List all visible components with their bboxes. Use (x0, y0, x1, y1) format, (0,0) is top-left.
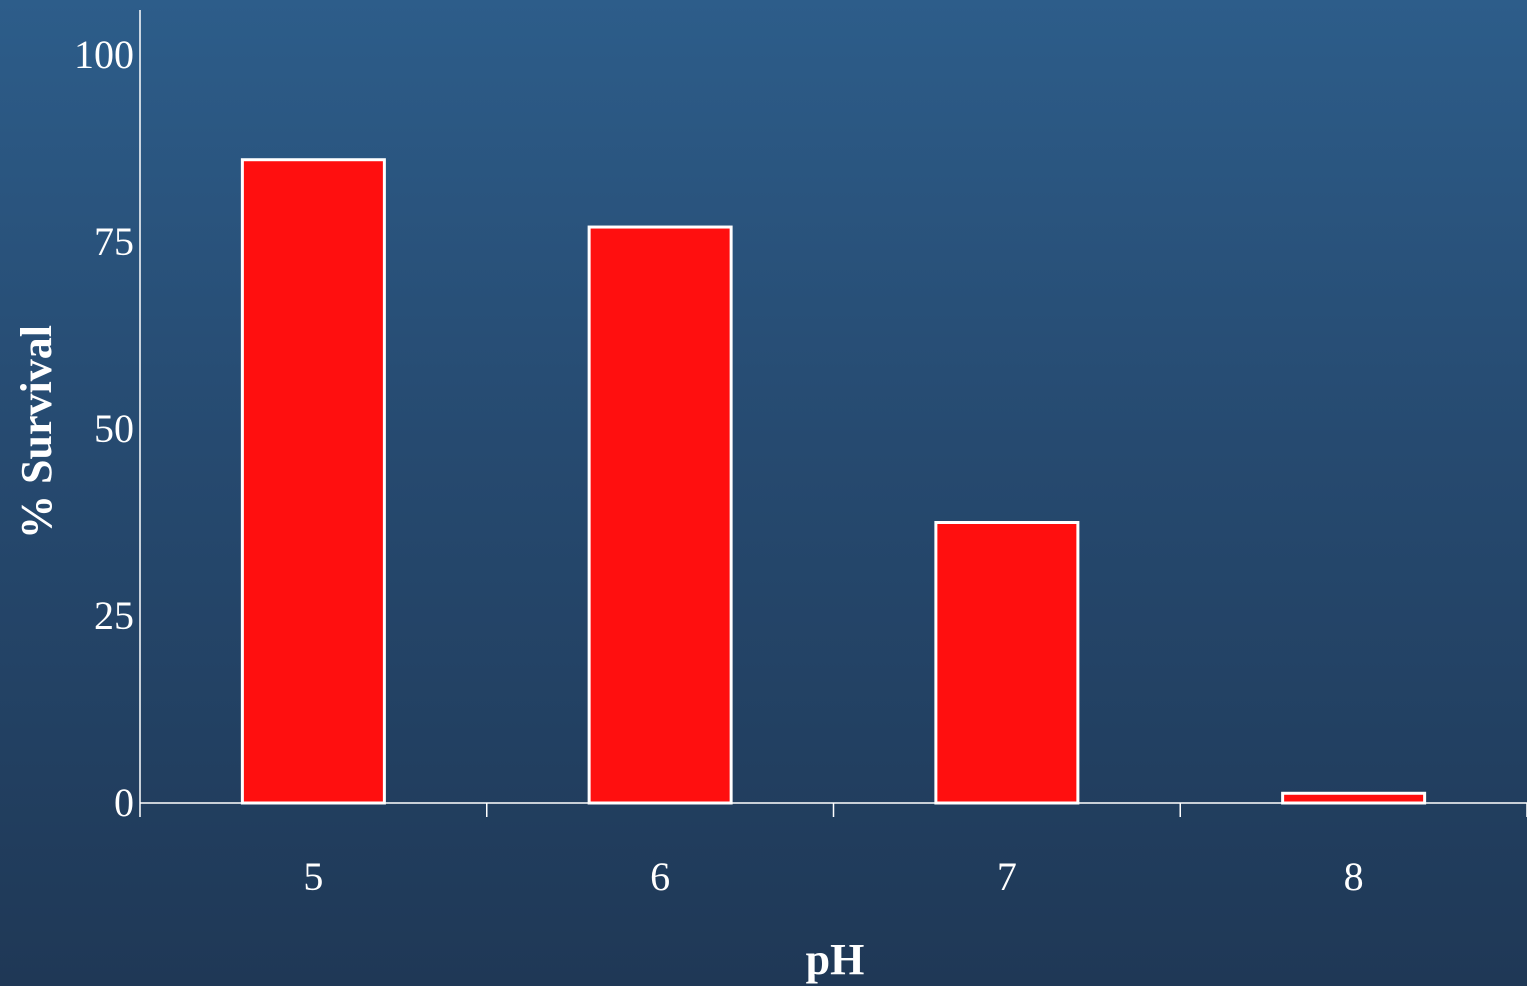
x-axis-title: pH (806, 935, 865, 984)
y-tick-label: 75 (94, 219, 134, 264)
y-tick-label: 25 (94, 593, 134, 638)
bars-group (240, 158, 1427, 805)
bar-ph-7 (934, 521, 1080, 805)
y-tick-label: 0 (114, 780, 134, 825)
x-tick-label: 5 (303, 854, 323, 899)
bar-ph-6 (587, 225, 733, 805)
y-tick-label: 100 (74, 32, 134, 77)
bar-ph-8 (1281, 791, 1427, 805)
x-tick-label: 8 (1344, 854, 1364, 899)
x-axis-tick-labels: 5 6 7 8 (303, 854, 1363, 899)
x-tick-label: 7 (997, 854, 1017, 899)
y-axis-title: % Survival (12, 325, 61, 539)
bar-ph-5 (240, 158, 386, 805)
y-tick-label: 50 (94, 406, 134, 451)
x-tick-label: 6 (650, 854, 670, 899)
y-axis-tick-labels: 0 25 50 75 100 (74, 32, 134, 825)
x-axis-ticks (486, 803, 1527, 817)
